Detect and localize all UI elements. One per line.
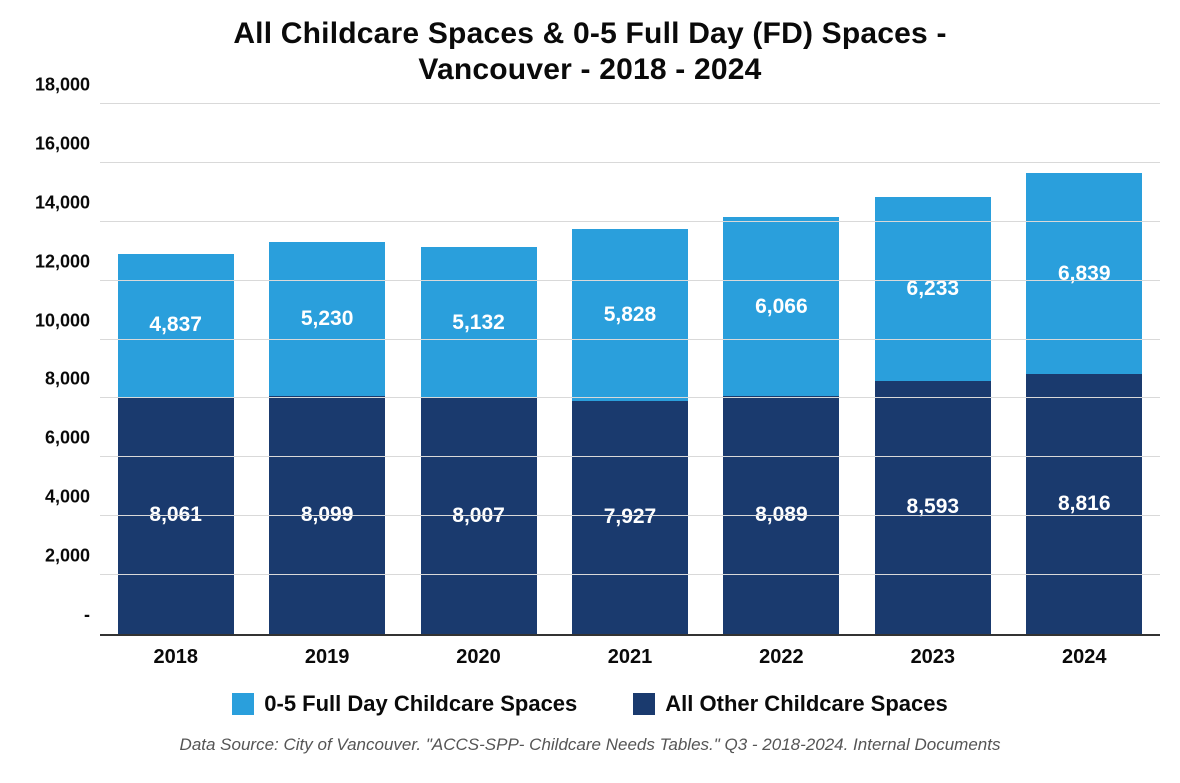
bar-column: 8,0995,230 <box>269 106 385 634</box>
gridline <box>100 162 1160 163</box>
legend-label: 0-5 Full Day Childcare Spaces <box>264 691 577 717</box>
x-tick-label: 2023 <box>875 646 991 669</box>
legend: 0-5 Full Day Childcare Spaces All Other C… <box>20 669 1160 717</box>
y-tick-label: 6,000 <box>45 428 90 449</box>
plot-row: - 2,000 4,000 6,000 8,000 10,000 12,000 14,000 1… <box>20 106 1160 636</box>
chart-title-line-2: Vancouver - 2018 - 2024 <box>418 53 761 86</box>
bar-segment-fd05: 6,839 <box>1026 173 1142 374</box>
bar-segment-fd05: 6,066 <box>723 217 839 396</box>
y-tick-label: 2,000 <box>45 546 90 567</box>
bar-stack: 8,0614,837 <box>118 254 234 634</box>
bar-column: 8,0075,132 <box>421 106 537 634</box>
bar-segment-fd05: 6,233 <box>875 197 991 381</box>
gridline <box>100 456 1160 457</box>
gridline <box>100 221 1160 222</box>
bar-segment-fd05: 5,132 <box>421 247 537 398</box>
gridline <box>100 515 1160 516</box>
bar-stack: 8,0995,230 <box>269 242 385 634</box>
plot-area: 8,0614,837 8,0995,230 8,0075,132 7,927 5,828… <box>100 106 1160 636</box>
gridline <box>100 397 1160 398</box>
y-tick-label: 16,000 <box>35 133 90 154</box>
x-tick-label: 2019 <box>269 646 385 669</box>
bar-value-label: 5,132 <box>452 311 505 335</box>
chart-title-line-1: All Childcare Spaces & 0-5 Full Day (FD)… <box>233 17 946 50</box>
gridline <box>100 103 1160 104</box>
y-tick-label: 14,000 <box>35 192 90 213</box>
gridline <box>100 339 1160 340</box>
y-tick-label: 4,000 <box>45 487 90 508</box>
bar-value-label: 7,927 <box>604 505 657 529</box>
legend-swatch <box>232 693 254 715</box>
x-axis-labels: 2018 2019 2020 2021 2022 2023 2024 <box>100 636 1160 669</box>
bar-segment-other: 7,927 <box>572 401 688 634</box>
bar-value-label: 8,816 <box>1058 492 1111 516</box>
bar-column: 8,0896,066 <box>723 106 839 634</box>
bar-column: 7,927 5,828 <box>572 106 688 634</box>
legend-label: All Other Childcare Spaces <box>665 691 947 717</box>
legend-item-fd05: 0-5 Full Day Childcare Spaces <box>232 691 577 717</box>
bar-segment-other: 8,816 <box>1026 374 1142 634</box>
y-tick-label: 12,000 <box>35 251 90 272</box>
y-axis: - 2,000 4,000 6,000 8,000 10,000 12,000 14,000 1… <box>20 106 100 636</box>
bar-value-label: 5,828 <box>604 303 657 327</box>
x-tick-label: 2024 <box>1026 646 1142 669</box>
bar-value-label: 6,066 <box>755 295 808 319</box>
bar-segment-fd05: 4,837 <box>118 254 234 396</box>
bar-segment-other: 8,593 <box>875 381 991 634</box>
bar-stack: 8,816 6,839 <box>1026 173 1142 634</box>
chart-title: All Childcare Spaces & 0-5 Full Day (FD)… <box>60 16 1120 88</box>
y-tick-label: - <box>84 605 90 626</box>
bars-container: 8,0614,837 8,0995,230 8,0075,132 7,927 5,828… <box>100 106 1160 634</box>
legend-swatch <box>633 693 655 715</box>
x-axis-spacer <box>20 636 100 669</box>
x-tick-label: 2018 <box>118 646 234 669</box>
source-note: Data Source: City of Vancouver. "ACCS-SP… <box>20 717 1160 755</box>
bar-stack: 8,593 6,233 <box>875 197 991 634</box>
bar-column: 8,593 6,233 <box>875 106 991 634</box>
bar-value-label: 5,230 <box>301 307 354 331</box>
bar-column: 8,0614,837 <box>118 106 234 634</box>
x-tick-label: 2021 <box>572 646 688 669</box>
bar-segment-fd05: 5,828 <box>572 229 688 401</box>
gridline <box>100 574 1160 575</box>
bar-value-label: 6,839 <box>1058 262 1111 286</box>
y-tick-label: 10,000 <box>35 310 90 331</box>
chart-container: All Childcare Spaces & 0-5 Full Day (FD)… <box>0 0 1180 783</box>
bar-stack: 8,0075,132 <box>421 247 537 634</box>
bar-value-label: 6,233 <box>907 277 960 301</box>
x-tick-label: 2022 <box>723 646 839 669</box>
y-tick-label: 8,000 <box>45 369 90 390</box>
bar-value-label: 4,837 <box>149 313 202 337</box>
legend-item-other: All Other Childcare Spaces <box>633 691 947 717</box>
y-tick-label: 18,000 <box>35 75 90 96</box>
bar-segment-fd05: 5,230 <box>269 242 385 396</box>
x-axis-row: 2018 2019 2020 2021 2022 2023 2024 <box>20 636 1160 669</box>
bar-column: 8,816 6,839 <box>1026 106 1142 634</box>
x-tick-label: 2020 <box>421 646 537 669</box>
gridline <box>100 280 1160 281</box>
